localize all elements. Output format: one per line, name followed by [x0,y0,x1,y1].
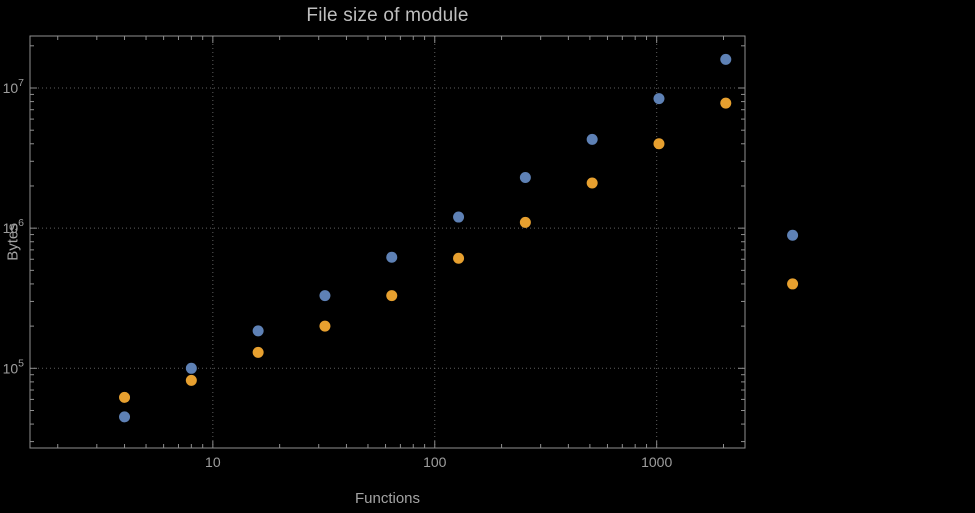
data-point-series-2-orange [720,97,732,109]
y-tick-label: 107 [3,77,25,96]
data-point-series-2-orange [185,374,197,386]
data-point-series-1-blue [185,362,197,374]
data-point-series-1-blue [519,171,531,183]
data-point-series-1-blue [720,53,732,65]
data-point-series-2-orange [119,391,131,403]
data-point-series-1-blue [319,290,331,302]
data-point-series-1-blue [252,325,264,337]
data-point-series-1-blue [586,133,598,145]
y-axis-label: Bytes [4,223,22,261]
data-point-series-2-orange [519,216,531,228]
y-tick-label: 106 [3,217,25,236]
x-tick-label: 100 [423,454,447,470]
data-point-series-2-orange [252,346,264,358]
data-point-series-1-blue [386,251,398,263]
data-point-series-2-orange [653,138,665,150]
data-point-series-2-orange [787,278,799,290]
data-point-series-1-blue [653,93,665,105]
plot-frame [29,35,746,449]
data-point-series-2-orange [319,320,331,332]
x-tick-label: 1000 [641,454,672,470]
data-point-series-2-orange [386,290,398,302]
chart-title: File size of module [306,5,469,26]
x-axis-label: Functions [354,490,421,507]
data-point-series-1-blue [787,229,799,241]
data-point-series-1-blue [119,411,131,423]
y-tick-label: 105 [3,357,25,376]
data-point-series-1-blue [453,211,465,223]
x-tick-label: 10 [205,454,221,470]
data-point-series-2-orange [453,252,465,264]
data-point-series-2-orange [586,177,598,189]
